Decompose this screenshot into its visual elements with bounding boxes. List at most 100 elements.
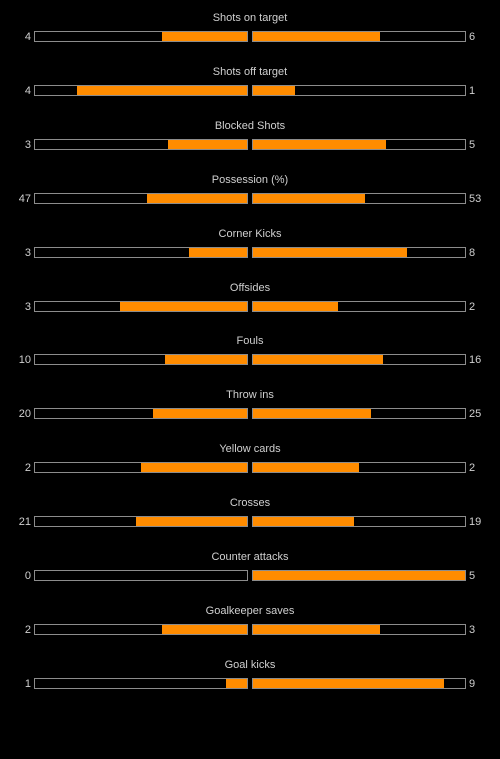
stat-label: Shots off target: [212, 66, 288, 78]
stat-row: Yellow cards 2 2: [0, 442, 500, 482]
away-bar-fill: [253, 679, 444, 688]
stat-row: Counter attacks 0 5: [0, 550, 500, 590]
stat-label: Goalkeeper saves: [205, 605, 295, 617]
away-value: 6: [469, 31, 476, 43]
away-value: 5: [469, 570, 476, 582]
away-bar: [252, 570, 466, 581]
home-bar-fill: [77, 86, 247, 95]
home-bar: [34, 31, 248, 42]
away-bar-fill: [253, 517, 354, 526]
home-bar: [34, 193, 248, 204]
away-bar: [252, 462, 466, 473]
home-bar-fill: [141, 463, 247, 472]
home-bar: [34, 354, 248, 365]
home-bar-fill: [162, 625, 247, 634]
away-value: 19: [469, 516, 482, 528]
home-bar-fill: [167, 140, 247, 149]
away-bar: [252, 247, 466, 258]
away-bar: [252, 408, 466, 419]
stat-label: Blocked Shots: [214, 120, 286, 132]
away-bar-fill: [253, 625, 381, 634]
stat-row: Crosses 21 19: [0, 496, 500, 536]
away-value: 2: [469, 462, 476, 474]
away-bar-fill: [253, 302, 338, 311]
stat-row: Possession (%) 47 53: [0, 173, 500, 213]
home-value: 4: [24, 85, 31, 97]
away-bar-fill: [253, 463, 359, 472]
stat-row: Offsides 3 2: [0, 281, 500, 321]
home-value: 3: [24, 247, 31, 259]
home-value: 4: [24, 31, 31, 43]
home-bar-fill: [165, 355, 247, 364]
stat-label: Fouls: [236, 335, 264, 347]
home-value: 21: [18, 516, 31, 528]
away-bar: [252, 85, 466, 96]
away-bar-fill: [253, 194, 366, 203]
home-bar: [34, 247, 248, 258]
stat-label: Possession (%): [211, 174, 289, 186]
home-value: 20: [18, 408, 31, 420]
away-value: 25: [469, 408, 482, 420]
away-bar: [252, 624, 466, 635]
away-value: 3: [469, 624, 476, 636]
stat-row: Shots on target 4 6: [0, 11, 500, 51]
stat-label: Throw ins: [226, 389, 274, 401]
home-bar: [34, 301, 248, 312]
stat-label: Goal kicks: [224, 659, 276, 671]
home-bar: [34, 139, 248, 150]
stat-label: Yellow cards: [219, 443, 281, 455]
home-bar: [34, 678, 248, 689]
away-bar: [252, 678, 466, 689]
stat-label: Offsides: [229, 282, 271, 294]
away-value: 53: [469, 193, 482, 205]
away-bar-fill: [253, 32, 381, 41]
away-bar-fill: [253, 248, 408, 257]
home-bar-fill: [162, 32, 247, 41]
stat-row: Fouls 10 16: [0, 334, 500, 374]
stat-label: Crosses: [229, 497, 271, 509]
home-bar-fill: [189, 248, 247, 257]
home-value: 1: [24, 678, 31, 690]
stat-row: Corner Kicks 3 8: [0, 227, 500, 267]
home-value: 0: [24, 570, 31, 582]
home-bar: [34, 516, 248, 527]
away-bar-fill: [253, 355, 384, 364]
home-bar-fill: [135, 517, 247, 526]
stat-row: Goal kicks 1 9: [0, 658, 500, 698]
stat-row: Goalkeeper saves 2 3: [0, 604, 500, 644]
away-value: 5: [469, 139, 476, 151]
away-value: 16: [469, 354, 482, 366]
away-bar-fill: [253, 571, 465, 580]
away-bar-fill: [253, 86, 296, 95]
away-bar: [252, 301, 466, 312]
home-value: 3: [24, 301, 31, 313]
away-bar: [252, 516, 466, 527]
away-bar: [252, 139, 466, 150]
home-bar: [34, 570, 248, 581]
away-bar: [252, 193, 466, 204]
stat-label: Shots on target: [212, 12, 288, 24]
home-value: 47: [18, 193, 31, 205]
away-value: 2: [469, 301, 476, 313]
home-bar-fill: [225, 679, 247, 688]
away-bar: [252, 31, 466, 42]
away-value: 1: [469, 85, 476, 97]
home-bar-fill: [147, 194, 247, 203]
stat-label: Counter attacks: [211, 551, 289, 563]
home-value: 3: [24, 139, 31, 151]
home-bar: [34, 85, 248, 96]
home-bar: [34, 624, 248, 635]
away-value: 9: [469, 678, 476, 690]
stat-row: Shots off target 4 1: [0, 65, 500, 105]
away-bar-fill: [253, 409, 371, 418]
stat-row: Blocked Shots 3 5: [0, 119, 500, 159]
away-value: 8: [469, 247, 476, 259]
home-bar-fill: [152, 409, 247, 418]
home-bar-fill: [119, 302, 247, 311]
home-value: 2: [24, 624, 31, 636]
away-bar-fill: [253, 140, 386, 149]
home-bar: [34, 462, 248, 473]
stat-label: Corner Kicks: [218, 228, 282, 240]
home-value: 10: [18, 354, 31, 366]
home-bar: [34, 408, 248, 419]
